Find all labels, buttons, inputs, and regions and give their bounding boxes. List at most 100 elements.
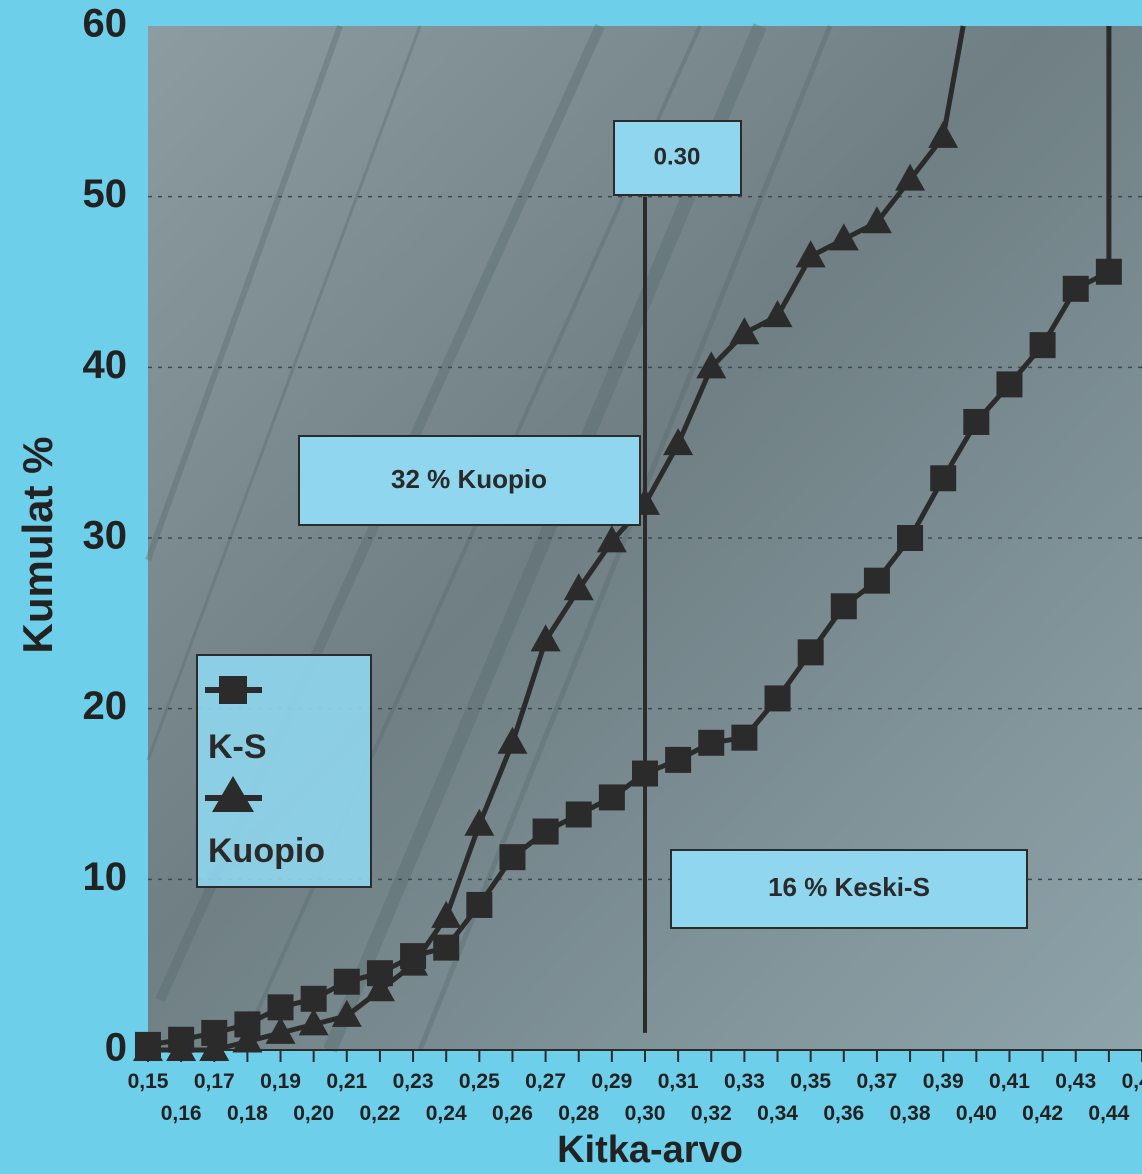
x-tick-label: 0,45 [1122, 1070, 1142, 1093]
series-point-k-s [433, 934, 460, 961]
series-point-kuopio [729, 317, 760, 345]
series-point-kuopio [133, 1034, 163, 1061]
legend-kuopio-triangle-icon [212, 776, 254, 812]
x-tick-label: 0,26 [492, 1102, 533, 1125]
series-point-kuopio [530, 624, 561, 652]
series-point-k-s [532, 818, 559, 845]
series-point-kuopio [762, 300, 793, 328]
y-tick-label: 60 [83, 2, 128, 46]
series-point-k-s [300, 985, 327, 1012]
series-point-kuopio [265, 1016, 296, 1044]
series-point-k-s [963, 408, 990, 435]
series-point-kuopio [398, 948, 429, 976]
series-point-k-s [499, 844, 526, 871]
series-point-k-s [930, 465, 957, 492]
annotation-keski-s: 16 % Keski-S [670, 849, 1028, 929]
x-tick-label: 0,18 [227, 1102, 268, 1125]
y-tick-label: 10 [83, 855, 128, 899]
series-point-kuopio [232, 1025, 263, 1053]
legend: K-S Kuopio [196, 654, 372, 888]
series-point-kuopio [795, 240, 826, 268]
x-tick-label: 0,35 [790, 1070, 831, 1093]
x-tick-label: 0,22 [359, 1102, 400, 1125]
series-point-kuopio [861, 206, 892, 234]
series-point-k-s [267, 994, 294, 1021]
series-point-k-s [731, 724, 758, 751]
annotation-kuopio-text: 32 % Kuopio [391, 464, 547, 494]
annotation-0-30-text: 0.30 [654, 143, 701, 170]
legend-ks-label: K-S [208, 728, 267, 766]
series-point-kuopio [497, 726, 528, 754]
series-point-kuopio [596, 525, 627, 553]
annotation-kuopio: 32 % Kuopio [298, 435, 641, 526]
x-tick-label: 0,19 [260, 1070, 301, 1093]
series-point-k-s [764, 685, 791, 712]
y-tick-label: 20 [83, 684, 128, 728]
series-point-k-s [797, 639, 824, 666]
x-tick-label: 0,33 [724, 1070, 765, 1093]
series-layer [133, 25, 1122, 1061]
x-tick-label: 0,37 [856, 1070, 897, 1093]
x-tick-label: 0,21 [326, 1070, 367, 1093]
x-tick-label: 0,38 [890, 1102, 931, 1125]
series-point-k-s [565, 801, 592, 828]
series-point-k-s [466, 891, 493, 918]
x-tick-label: 0,34 [757, 1102, 798, 1125]
y-tick-label: 0 [105, 1026, 127, 1070]
annotation-keski-s-text: 16 % Keski-S [768, 872, 930, 902]
x-tick-label: 0,29 [591, 1070, 632, 1093]
x-tick-label: 0,42 [1022, 1102, 1063, 1125]
series-point-k-s [632, 760, 658, 787]
series-point-kuopio [331, 999, 362, 1027]
x-tick-label: 0,27 [525, 1070, 566, 1093]
series-point-k-s [1095, 258, 1122, 285]
series-point-kuopio [464, 808, 495, 836]
y-tick-label: 40 [83, 343, 128, 387]
series-point-kuopio [696, 351, 727, 379]
series-point-kuopio [895, 163, 926, 191]
series-point-kuopio [431, 900, 462, 928]
series-point-k-s [996, 371, 1023, 398]
x-tick-label: 0,32 [691, 1102, 732, 1125]
series-point-kuopio [298, 1008, 329, 1036]
x-tick-label: 0,28 [558, 1102, 599, 1125]
x-tick-label: 0,41 [989, 1070, 1030, 1093]
y-tick-label: 30 [83, 514, 128, 558]
x-tick-label: 0,44 [1088, 1102, 1129, 1125]
x-tick-label: 0,23 [393, 1070, 434, 1093]
x-tick-label: 0,40 [956, 1102, 997, 1125]
x-tick-label: 0,24 [426, 1102, 467, 1125]
x-axis: 0,15 0,16 0,17 0,18 0,19 0,20 0,21 0,22 0,23 0,24… [128, 1050, 1142, 1125]
legend-kuopio-label: Kuopio [208, 832, 325, 870]
series-point-k-s [1062, 275, 1089, 302]
legend-ks-square-icon [219, 676, 247, 704]
series-point-kuopio [199, 1034, 230, 1061]
x-tick-label: 0,25 [459, 1070, 500, 1093]
annotation-0-30: 0.30 [613, 120, 742, 196]
y-axis-title: Kumulat % [14, 436, 61, 653]
x-tick-label: 0,30 [625, 1102, 666, 1125]
series-point-kuopio [364, 974, 395, 1002]
series-point-kuopio [166, 1034, 197, 1061]
x-tick-label: 0,16 [161, 1102, 202, 1125]
series-point-k-s [333, 968, 360, 995]
x-tick-label: 0,20 [293, 1102, 334, 1125]
x-tick-label: 0,39 [923, 1070, 964, 1093]
x-tick-label: 0,17 [194, 1070, 235, 1093]
x-axis-title: Kitka-arvo [557, 1129, 743, 1171]
x-tick-label: 0,31 [658, 1070, 699, 1093]
series-point-k-s [598, 784, 625, 811]
series-point-k-s [863, 567, 890, 594]
series-point-k-s [1029, 332, 1056, 359]
series-point-kuopio [663, 428, 694, 456]
series-point-kuopio [828, 223, 859, 251]
x-tick-label: 0,15 [128, 1070, 169, 1093]
y-tick-label: 50 [83, 172, 128, 216]
series-point-k-s [665, 746, 692, 773]
x-tick-label: 0,43 [1055, 1070, 1096, 1093]
series-point-kuopio [928, 120, 959, 148]
series-point-k-s [897, 525, 924, 551]
x-tick-label: 0,36 [823, 1102, 864, 1125]
series-point-k-s [830, 593, 857, 620]
